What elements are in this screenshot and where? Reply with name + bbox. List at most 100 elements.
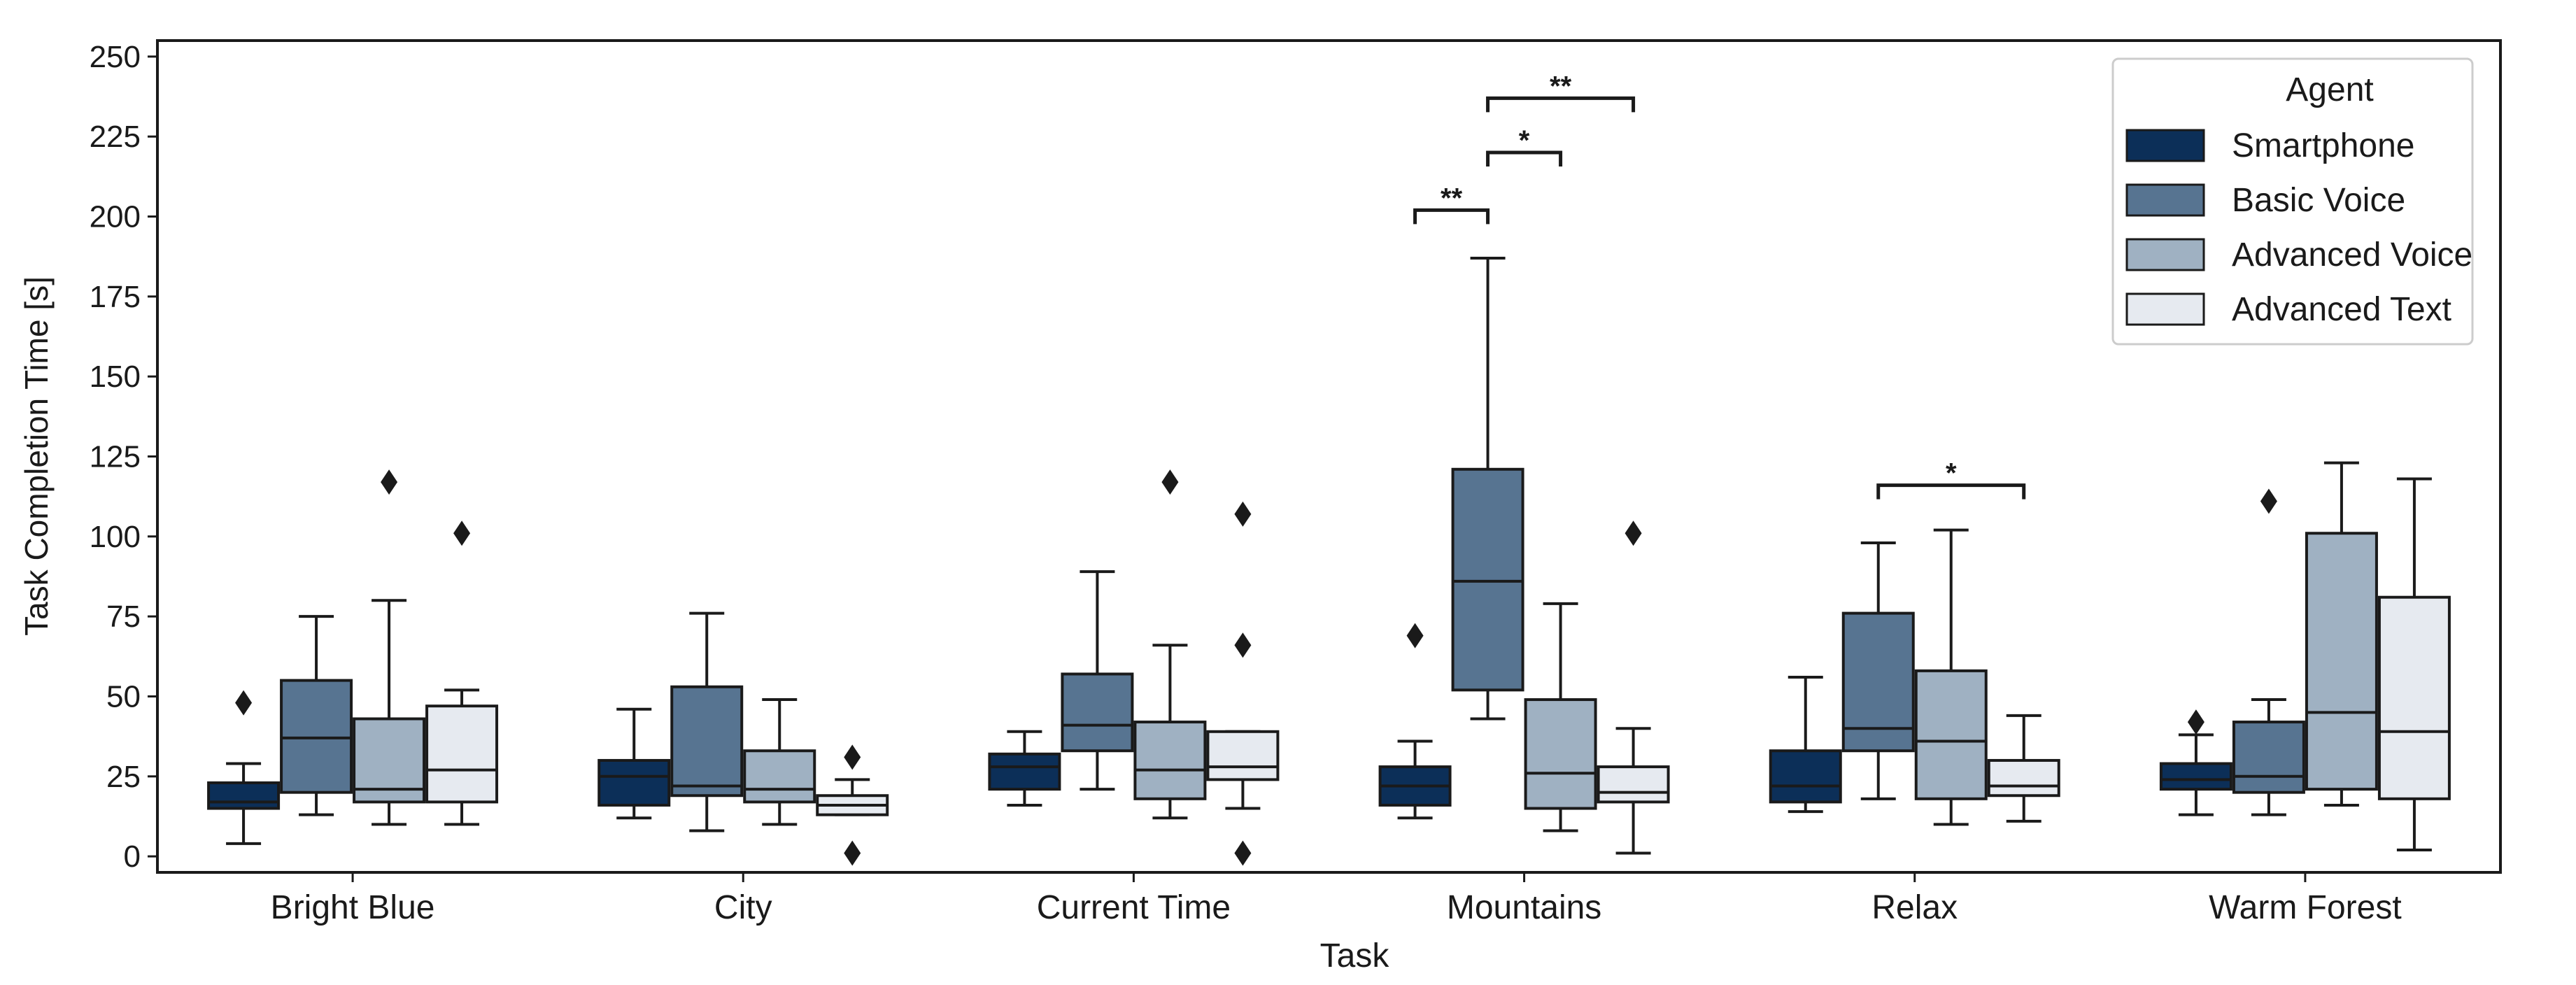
legend-swatch bbox=[2125, 129, 2205, 162]
y-axis-label: Task Completion Time [s] bbox=[18, 276, 55, 636]
y-tick-label: 0 bbox=[124, 839, 141, 874]
iqr-box bbox=[1206, 730, 1280, 781]
boxes-layer bbox=[207, 256, 2451, 866]
legend-label: Advanced Text bbox=[2232, 291, 2451, 328]
box-smartphone bbox=[988, 730, 1061, 807]
legend-swatch bbox=[2125, 238, 2205, 271]
outlier-diamond bbox=[453, 520, 471, 546]
box-advanced-voice bbox=[743, 698, 816, 826]
outlier-diamond bbox=[1161, 469, 1179, 495]
box-basic-voice bbox=[670, 611, 744, 832]
iqr-box bbox=[1061, 672, 1134, 753]
box-advanced-text bbox=[425, 520, 499, 826]
significance-bracket bbox=[1413, 208, 1490, 225]
outlier-diamond bbox=[2187, 709, 2205, 735]
iqr-box bbox=[2159, 762, 2232, 791]
y-tick-label: 125 bbox=[90, 440, 141, 474]
iqr-box bbox=[1133, 721, 1207, 800]
box-basic-voice bbox=[280, 615, 353, 816]
box-basic-voice bbox=[1841, 541, 1915, 800]
y-tick-label: 100 bbox=[90, 520, 141, 554]
legend-label: Basic Voice bbox=[2232, 182, 2405, 219]
x-tick-label: City bbox=[714, 889, 772, 926]
outlier-diamond bbox=[844, 840, 861, 866]
iqr-box bbox=[280, 679, 353, 794]
box-advanced-voice bbox=[1133, 469, 1207, 820]
y-tick-label: 225 bbox=[90, 120, 141, 154]
y-tick-label: 150 bbox=[90, 360, 141, 394]
box-smartphone bbox=[207, 690, 281, 845]
x-tick-label: Warm Forest bbox=[2209, 889, 2402, 926]
x-tick-label: Relax bbox=[1871, 889, 1958, 926]
iqr-box bbox=[1987, 758, 2060, 798]
legend: Agent Smartphone Basic Voice Advanced Voic… bbox=[2111, 57, 2474, 346]
box-advanced-voice bbox=[2305, 461, 2378, 807]
box-basic-voice bbox=[2232, 488, 2305, 816]
iqr-box bbox=[425, 704, 499, 804]
outlier-diamond bbox=[2260, 488, 2277, 514]
y-tick-label: 175 bbox=[90, 280, 141, 314]
significance-bracket bbox=[1486, 96, 1636, 113]
box-advanced-text bbox=[816, 744, 889, 866]
legend-swatch bbox=[2125, 292, 2205, 326]
box-advanced-voice bbox=[1524, 602, 1597, 832]
significance-label: * bbox=[1946, 458, 1957, 489]
box-advanced-text bbox=[1597, 520, 1670, 855]
box-basic-voice bbox=[1061, 570, 1134, 791]
x-tick-label: Mountains bbox=[1447, 889, 1601, 926]
outlier-diamond bbox=[381, 469, 398, 495]
box-advanced-text bbox=[1206, 501, 1280, 866]
box-advanced-text bbox=[1987, 714, 2060, 823]
iqr-box bbox=[1451, 467, 1524, 692]
box-smartphone bbox=[1769, 676, 1842, 814]
outlier-diamond bbox=[844, 744, 861, 770]
iqr-box bbox=[2305, 532, 2378, 791]
y-tick-label: 200 bbox=[90, 200, 141, 234]
iqr-box bbox=[2232, 721, 2305, 794]
outlier-diamond bbox=[1625, 520, 1642, 546]
y-axis: 0 25 50 75 100 125 150 175 200 225 250 bbox=[90, 40, 157, 874]
legend-label: Smartphone bbox=[2232, 127, 2415, 164]
iqr-box bbox=[1524, 698, 1597, 810]
box-smartphone bbox=[1378, 623, 1452, 820]
outlier-diamond bbox=[1234, 632, 1252, 658]
iqr-box bbox=[207, 781, 281, 810]
significance-label: * bbox=[1519, 125, 1530, 156]
y-tick-label: 250 bbox=[90, 40, 141, 74]
legend-entries: Smartphone Basic Voice Advanced Voice Advan… bbox=[2125, 127, 2472, 328]
iqr-box bbox=[1914, 669, 1988, 800]
y-tick-label: 50 bbox=[106, 679, 141, 714]
iqr-box bbox=[670, 685, 744, 798]
outlier-diamond bbox=[1234, 501, 1252, 527]
iqr-box bbox=[2377, 595, 2451, 800]
y-tick-label: 75 bbox=[106, 600, 141, 634]
significance-label: ** bbox=[1550, 71, 1572, 101]
x-axis-label: Task bbox=[1320, 937, 1390, 975]
box-advanced-text bbox=[2377, 477, 2451, 851]
box-smartphone bbox=[597, 707, 671, 820]
legend-label: Advanced Voice bbox=[2232, 236, 2472, 274]
y-tick-label: 25 bbox=[106, 760, 141, 794]
x-axis: Bright Blue City Current Time Mountains Rela… bbox=[271, 872, 2402, 926]
iqr-box bbox=[1769, 749, 1842, 804]
outlier-diamond bbox=[1406, 623, 1424, 649]
iqr-box bbox=[1597, 765, 1670, 804]
box-basic-voice bbox=[1451, 256, 1524, 721]
iqr-box bbox=[597, 758, 671, 807]
box-advanced-voice bbox=[353, 469, 426, 826]
significance-bracket bbox=[1876, 483, 2026, 499]
x-tick-label: Bright Blue bbox=[271, 889, 435, 926]
significance-label: ** bbox=[1441, 183, 1463, 213]
box-advanced-voice bbox=[1914, 528, 1988, 826]
iqr-box bbox=[743, 749, 816, 804]
outlier-diamond bbox=[235, 690, 253, 716]
legend-title: Agent bbox=[2286, 71, 2373, 108]
box-smartphone bbox=[2159, 709, 2232, 816]
outlier-diamond bbox=[1234, 840, 1252, 866]
iqr-box bbox=[1841, 611, 1915, 753]
x-tick-label: Current Time bbox=[1037, 889, 1231, 926]
significance-layer: ****** bbox=[1413, 71, 2026, 499]
legend-swatch bbox=[2125, 183, 2205, 217]
iqr-box bbox=[988, 752, 1061, 791]
